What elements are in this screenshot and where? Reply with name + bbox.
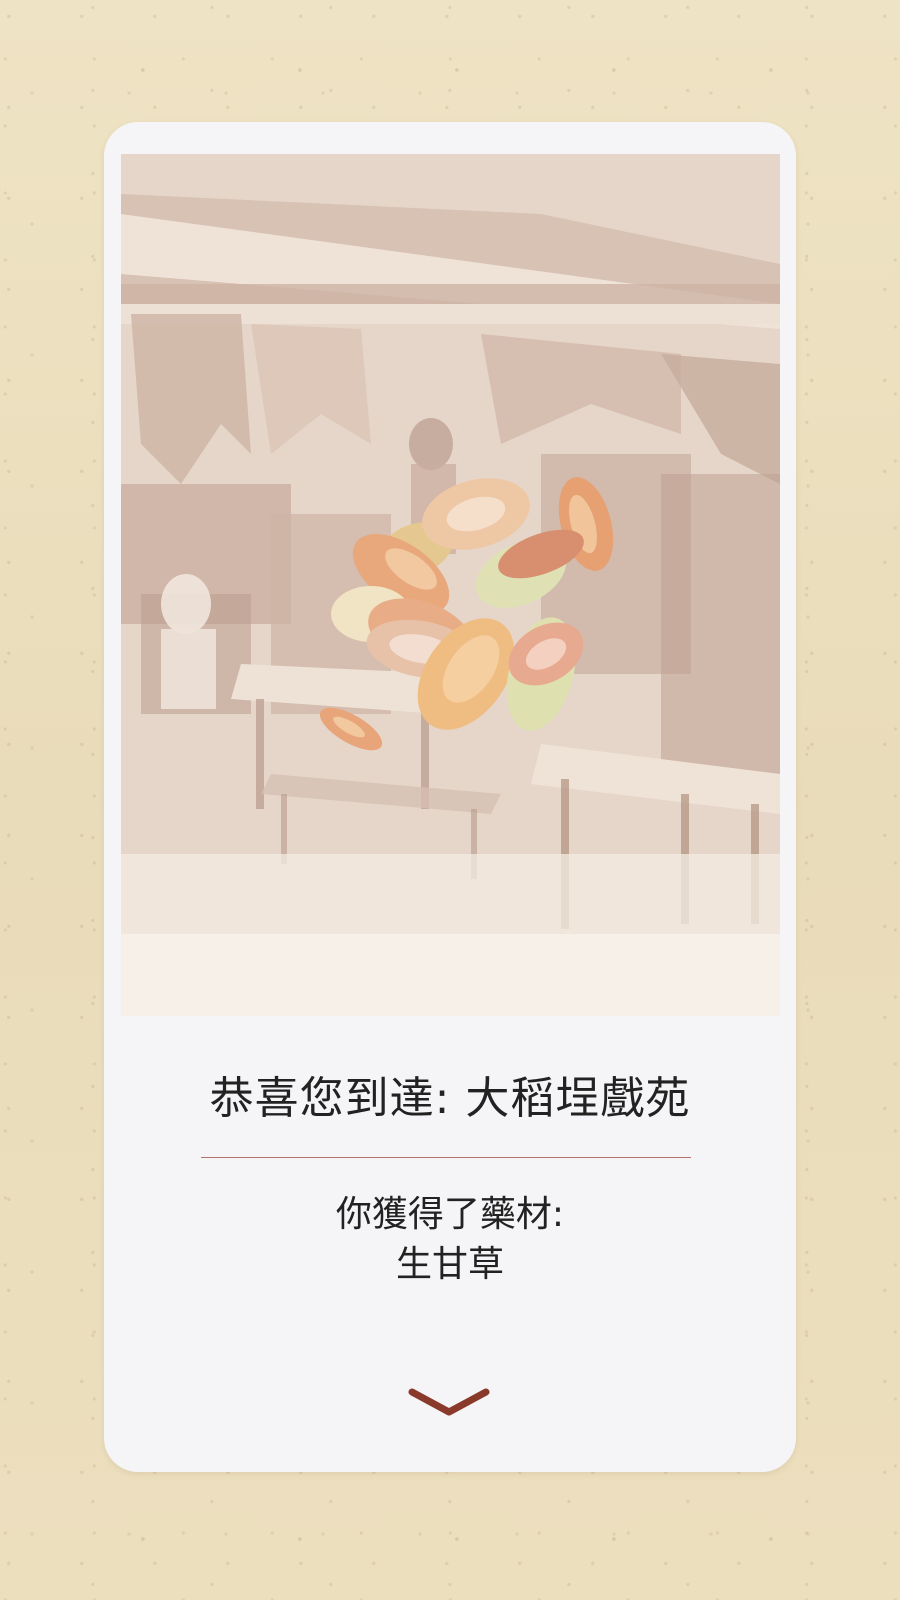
reward-message: 你獲得了藥材: 生甘草 <box>104 1190 796 1290</box>
divider <box>201 1157 691 1158</box>
page-title: 恭喜您到達: 大稻埕戲苑 <box>209 1073 691 1124</box>
licorice-root-slices-icon <box>319 477 614 751</box>
reward-card: 恭喜您到達: 大稻埕戲苑 你獲得了藥材: 生甘草 <box>104 122 796 1472</box>
reward-item: 生甘草 <box>395 1244 504 1285</box>
market-scene-illustration <box>121 154 780 1016</box>
next-button[interactable] <box>404 1382 494 1428</box>
chevron-down-icon[interactable] <box>404 1382 494 1428</box>
market-scene-image <box>121 154 780 1016</box>
reward-label: 你獲得了藥材: <box>335 1194 565 1235</box>
